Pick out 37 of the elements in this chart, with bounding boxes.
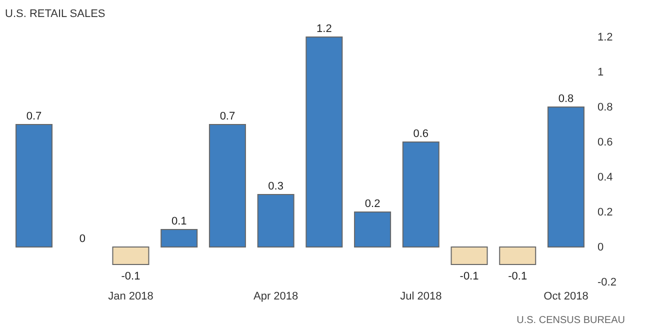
data-label: 0.2 xyxy=(364,198,380,210)
y-tick-label: 0.6 xyxy=(598,136,613,148)
data-label: -0.1 xyxy=(508,270,528,282)
data-label: 0.1 xyxy=(171,216,187,228)
y-tick-label: 0 xyxy=(598,242,604,254)
bar xyxy=(306,36,343,248)
bar xyxy=(402,142,440,248)
data-label: -0.1 xyxy=(460,270,479,282)
data-label: 0.6 xyxy=(413,128,429,140)
bar xyxy=(450,246,488,265)
bar xyxy=(16,124,53,248)
bar xyxy=(547,106,584,248)
data-label: 0.7 xyxy=(220,110,236,122)
bar xyxy=(160,229,198,248)
x-tick-label: Jan 2018 xyxy=(108,290,154,302)
y-tick-label: 0.4 xyxy=(598,172,613,184)
x-tick-label: Oct 2018 xyxy=(544,290,588,302)
y-tick-label: 0.2 xyxy=(598,206,613,218)
data-label: -0.1 xyxy=(121,270,140,282)
data-label: 0 xyxy=(79,233,86,245)
data-label: 1.2 xyxy=(316,23,332,35)
bar xyxy=(354,212,392,248)
bar xyxy=(499,246,536,265)
y-tick-label: 0.8 xyxy=(598,102,613,114)
chart-title: U.S. RETAIL SALES xyxy=(5,8,106,20)
y-tick-label: 1 xyxy=(598,66,604,78)
bar xyxy=(208,124,246,248)
bar xyxy=(112,246,150,265)
data-label: 0.7 xyxy=(26,110,42,122)
bar xyxy=(257,194,294,248)
data-label: 0.3 xyxy=(268,180,284,192)
x-tick-label: Apr 2018 xyxy=(253,290,298,302)
data-label: 0.8 xyxy=(558,93,574,105)
y-tick-label: 1.2 xyxy=(598,32,613,44)
x-tick-label: Jul 2018 xyxy=(400,290,442,302)
y-tick-label: -0.2 xyxy=(598,276,616,288)
text: U.S. CENSUS BUREAU xyxy=(516,315,625,324)
